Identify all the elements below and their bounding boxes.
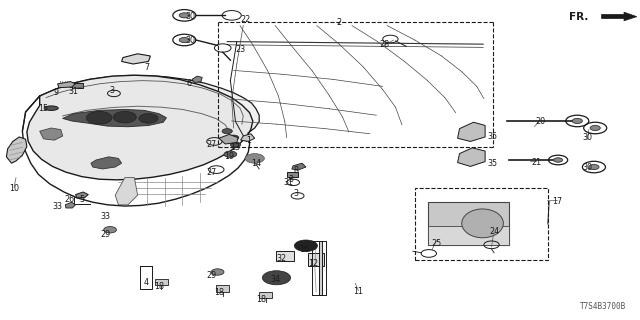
Text: 6: 6 (187, 79, 192, 88)
Text: 35: 35 (488, 132, 498, 141)
Circle shape (104, 227, 116, 233)
Text: 27: 27 (206, 140, 216, 149)
Circle shape (590, 125, 600, 131)
Text: 28: 28 (379, 40, 389, 49)
Text: 3: 3 (289, 175, 294, 184)
Polygon shape (40, 128, 63, 140)
Text: 34: 34 (270, 276, 280, 284)
Text: 30: 30 (582, 163, 593, 172)
Circle shape (86, 111, 112, 124)
Text: 11: 11 (353, 287, 364, 296)
Text: 35: 35 (488, 159, 498, 168)
Text: 10: 10 (9, 184, 19, 193)
Polygon shape (40, 76, 259, 133)
Polygon shape (219, 134, 238, 144)
Polygon shape (6, 137, 27, 163)
Text: 33: 33 (52, 202, 63, 211)
Polygon shape (65, 202, 76, 208)
Circle shape (228, 135, 239, 140)
Text: 1: 1 (246, 136, 251, 145)
Text: 5: 5 (79, 195, 84, 204)
Text: 27: 27 (206, 168, 216, 177)
Polygon shape (27, 75, 253, 180)
Text: 8: 8 (293, 166, 298, 175)
Circle shape (262, 271, 291, 285)
Text: 3: 3 (109, 86, 115, 95)
Circle shape (113, 111, 136, 123)
Polygon shape (241, 134, 255, 141)
Text: 18: 18 (256, 295, 266, 304)
Text: 9: 9 (54, 88, 59, 97)
Text: 31: 31 (68, 87, 79, 96)
Ellipse shape (462, 209, 504, 238)
Text: 23: 23 (235, 45, 245, 54)
Polygon shape (192, 76, 202, 83)
Bar (140, 266, 152, 289)
Text: 22: 22 (241, 15, 251, 24)
Text: 24: 24 (489, 228, 499, 236)
Circle shape (245, 154, 264, 163)
Text: 16: 16 (300, 245, 310, 254)
Bar (428, 202, 509, 245)
Circle shape (179, 37, 189, 43)
Text: 14: 14 (251, 159, 261, 168)
Polygon shape (602, 12, 637, 21)
Text: 3: 3 (293, 189, 298, 198)
Polygon shape (292, 163, 306, 170)
Bar (259, 292, 272, 298)
Polygon shape (122, 54, 150, 64)
Text: 29: 29 (100, 230, 111, 239)
Text: 17: 17 (552, 197, 562, 206)
Text: 33: 33 (100, 212, 111, 221)
Polygon shape (63, 109, 166, 127)
Text: 29: 29 (206, 271, 216, 280)
Text: 18: 18 (214, 288, 224, 297)
Text: 21: 21 (531, 158, 541, 167)
Text: 26: 26 (64, 195, 74, 204)
Polygon shape (115, 178, 138, 205)
Text: 19: 19 (224, 152, 234, 161)
Text: 31: 31 (283, 178, 293, 187)
Text: 20: 20 (536, 117, 546, 126)
Bar (319, 241, 322, 295)
Text: 15: 15 (38, 104, 49, 113)
Polygon shape (91, 157, 122, 169)
Text: 30: 30 (186, 12, 196, 21)
Circle shape (572, 118, 582, 124)
Bar (415, 188, 548, 260)
Text: FR.: FR. (570, 12, 589, 22)
Circle shape (211, 269, 224, 275)
Text: 2: 2 (337, 18, 342, 27)
Text: T7S4B3700B: T7S4B3700B (580, 302, 626, 311)
Bar (216, 285, 229, 292)
Text: 32: 32 (276, 254, 287, 263)
Polygon shape (76, 192, 88, 198)
Text: 30: 30 (582, 133, 593, 142)
Text: 18: 18 (154, 282, 164, 291)
Circle shape (589, 164, 599, 170)
Polygon shape (458, 148, 485, 166)
Text: 12: 12 (308, 260, 319, 268)
Polygon shape (458, 122, 485, 141)
Bar (276, 251, 294, 261)
Circle shape (224, 151, 237, 157)
Circle shape (179, 13, 189, 18)
Text: 25: 25 (431, 239, 442, 248)
Circle shape (230, 142, 241, 147)
Bar (428, 226, 509, 245)
Bar (72, 83, 83, 88)
Ellipse shape (44, 106, 58, 110)
Text: 13: 13 (230, 143, 241, 152)
Polygon shape (58, 82, 76, 88)
Circle shape (554, 158, 563, 162)
Circle shape (294, 240, 317, 252)
Circle shape (139, 114, 158, 123)
Circle shape (222, 129, 232, 134)
Bar (308, 253, 324, 266)
Text: 7: 7 (145, 63, 150, 72)
Bar (287, 172, 298, 177)
Text: 30: 30 (186, 36, 196, 45)
Text: 4: 4 (143, 278, 148, 287)
Bar (155, 279, 168, 285)
